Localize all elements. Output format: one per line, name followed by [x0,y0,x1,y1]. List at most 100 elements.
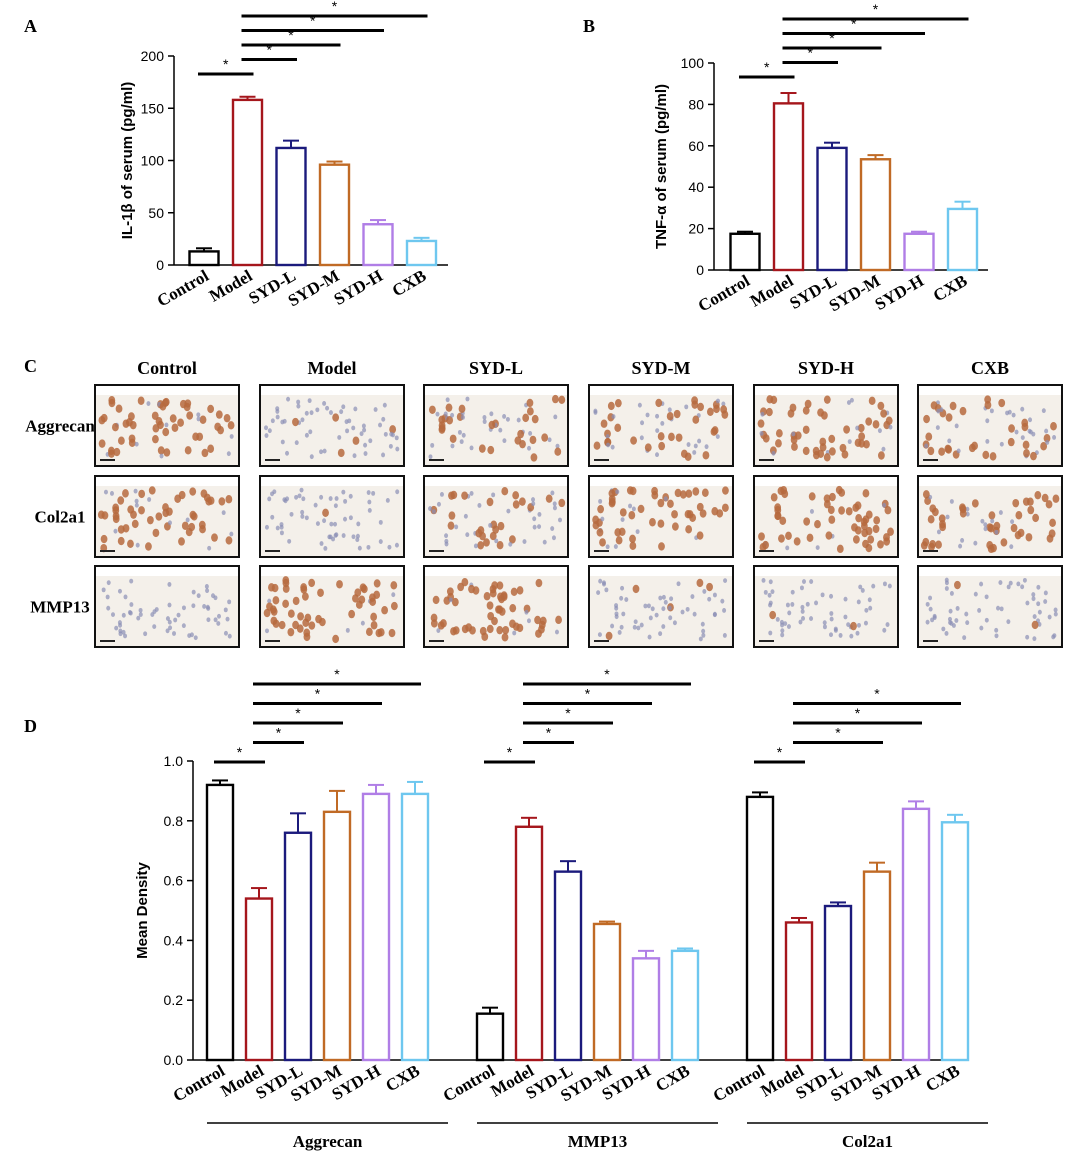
ihc-cell [692,415,700,424]
ihc-cell [450,443,455,449]
ihc-cell [135,542,140,548]
ihc-cell [710,427,718,436]
ihc-cell [117,496,125,505]
ihc-cell [686,442,691,447]
y-tick-label: 0.6 [164,873,184,889]
ihc-cell [628,503,633,509]
ihc-cell [315,614,322,624]
ihc-cell [850,621,857,631]
ihc-cell [100,534,108,544]
ihc-cell [775,617,780,622]
ihc-cell [343,516,348,522]
ihc-cell [803,517,811,526]
ihc-cell [435,411,440,417]
ihc-cell [829,611,834,616]
ihc-cell [956,448,961,454]
ihc-cell [615,489,620,495]
ihc-cell [674,488,682,498]
ihc-cell [720,405,728,414]
ihc-cell [702,451,710,460]
ihc-cell [790,589,795,595]
ihc-cell [644,443,652,452]
ihc-cell [337,448,345,458]
ihc-cell [610,623,615,629]
ihc-cell [282,418,287,424]
ihc-cell [134,441,139,447]
ihc-cell [947,438,952,444]
ihc-cell [857,423,865,433]
ihc-cell [986,523,994,532]
ihc-cell [463,513,468,519]
ihc-cell [329,521,334,527]
ihc-cell [630,436,637,445]
ihc-cell [988,511,996,520]
ihc-cell [968,443,976,453]
ihc-cell [868,396,876,406]
ihc-cell [667,499,674,508]
ihc-cell [785,531,792,540]
ihc-cell [333,521,338,527]
ihc-cell [439,491,444,497]
ihc-cell [216,613,221,619]
ihc-image-background [95,476,239,486]
ihc-cell [217,425,225,435]
bar-syd-m [322,810,352,1062]
ihc-cell [532,516,537,522]
ihc-cell [558,517,563,523]
ihc-column-header: SYD-M [632,358,691,378]
ihc-cell [343,498,348,504]
ihc-cell [383,431,388,437]
ihc-cell [428,405,436,414]
ihc-cell [221,510,226,516]
ihc-cell [506,508,511,514]
ihc-cell [671,522,679,531]
ihc-cell [841,450,849,459]
ihc-cell [270,607,278,616]
ihc-cell [628,511,636,520]
significance-star: * [604,666,610,682]
ihc-cell [360,620,365,626]
ihc-cell [925,601,930,607]
ihc-cell [294,440,299,446]
ihc-cell [941,626,946,632]
ihc-cell [275,414,280,420]
ihc-cell [365,627,373,637]
ihc-cell [465,532,470,538]
ihc-cell [999,441,1004,447]
bar-control [205,783,235,1062]
y-axis-label: Mean Density [134,861,151,958]
ihc-cell [994,529,999,535]
ihc-cell [849,633,854,639]
ihc-cell [1053,607,1058,613]
ihc-cell [806,533,814,543]
ihc-cell [152,609,157,615]
ihc-cell [1052,494,1060,503]
ihc-cell [186,411,194,420]
ihc-cell [226,451,231,457]
ihc-cell [377,628,385,637]
ihc-cell [1015,511,1023,520]
ihc-image-frame [94,475,240,558]
ihc-cell [1041,493,1049,503]
ihc-image-background [260,566,404,576]
ihc-cell [762,540,769,550]
ihc-image-background [754,385,898,395]
ihc-cell [357,545,362,551]
ihc-cell [838,506,845,515]
ihc-cell [883,537,891,546]
ihc-cell [607,401,615,411]
ihc-cell [381,416,386,422]
ihc-cell [185,517,190,523]
ihc-image-frame [259,475,405,558]
ihc-cell [1027,428,1032,434]
ihc-cell [152,424,160,433]
ihc-cell [98,439,106,448]
ihc-cell [489,589,497,598]
ihc-cell [1037,609,1042,615]
ihc-cell [355,537,360,543]
ihc-cell [1020,435,1025,441]
ihc-cell [387,544,392,550]
ihc-cell [865,543,873,553]
ihc-cell [203,493,211,502]
ihc-cell [207,545,212,551]
